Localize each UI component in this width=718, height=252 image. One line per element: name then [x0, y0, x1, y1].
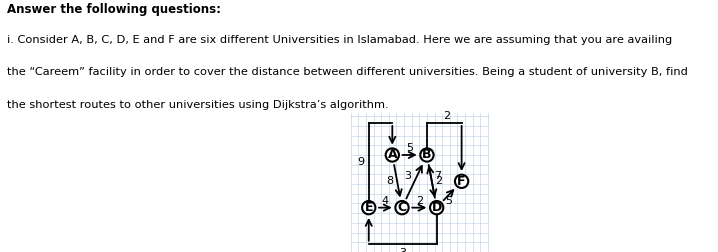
Circle shape: [386, 148, 399, 162]
Text: 8: 8: [387, 176, 393, 186]
Circle shape: [420, 148, 434, 162]
Text: B: B: [422, 148, 432, 162]
Text: F: F: [457, 175, 466, 188]
Text: Answer the following questions:: Answer the following questions:: [7, 4, 221, 16]
Text: D: D: [432, 201, 442, 214]
Text: 9: 9: [357, 157, 364, 167]
Text: 7: 7: [434, 171, 441, 181]
Text: 5: 5: [446, 196, 452, 206]
Circle shape: [430, 201, 443, 214]
Text: 5: 5: [406, 143, 413, 153]
Text: C: C: [398, 201, 406, 214]
Text: i. Consider A, B, C, D, E and F are six different Universities in Islamabad. Her: i. Consider A, B, C, D, E and F are six …: [7, 35, 673, 45]
Text: 4: 4: [382, 196, 389, 206]
Text: the “Careem” facility in order to cover the distance between different universit: the “Careem” facility in order to cover …: [7, 67, 688, 77]
Text: 3: 3: [404, 171, 411, 181]
Text: 2: 2: [435, 176, 442, 186]
Text: 3: 3: [399, 248, 406, 252]
Text: 2: 2: [416, 196, 423, 206]
Text: the shortest routes to other universities using Dijkstra’s algorithm.: the shortest routes to other universitie…: [7, 100, 389, 110]
Circle shape: [362, 201, 376, 214]
Text: A: A: [388, 148, 397, 162]
Text: 2: 2: [444, 111, 451, 121]
Text: E: E: [365, 201, 373, 214]
Circle shape: [396, 201, 409, 214]
Circle shape: [455, 175, 468, 188]
